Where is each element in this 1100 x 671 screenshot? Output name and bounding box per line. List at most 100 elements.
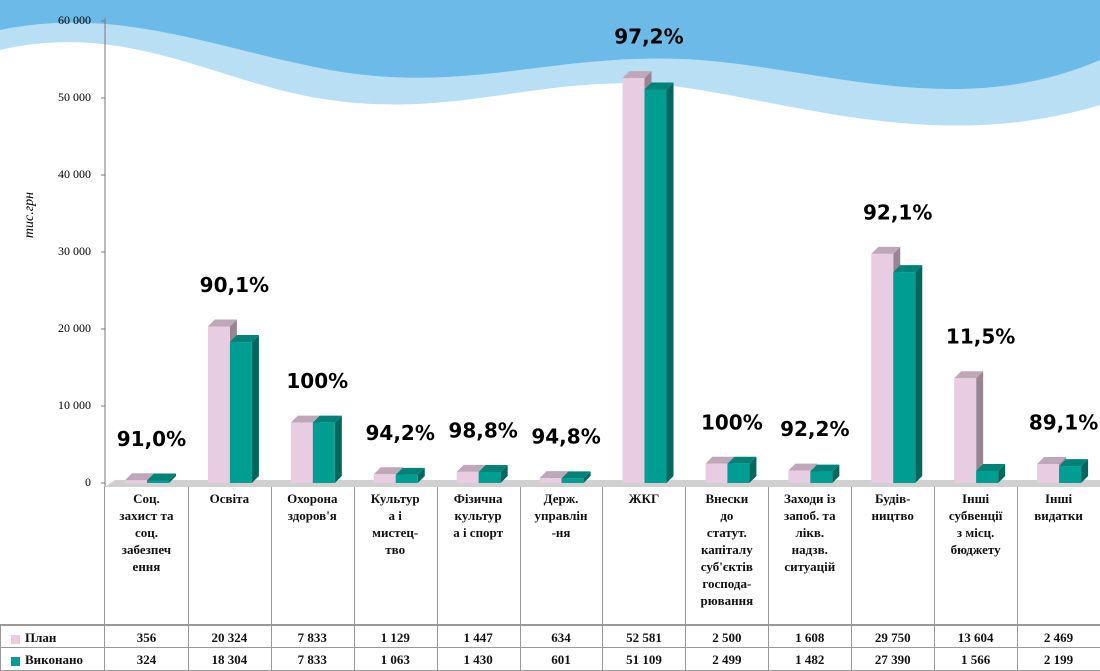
table-value: 20 324 — [187, 625, 272, 648]
bar — [147, 480, 169, 483]
category-label: Інші видатки — [1017, 487, 1100, 625]
bar-side — [583, 471, 591, 483]
legend-entry: Виконано — [0, 648, 105, 671]
category-label: Культур а і мистец- тво — [353, 487, 438, 625]
bar — [871, 253, 894, 483]
bar-side — [749, 456, 757, 483]
bar-top — [810, 464, 840, 472]
bar — [207, 326, 230, 483]
bar — [954, 378, 977, 483]
legend-entry: План — [0, 625, 105, 648]
table-value: 324 — [105, 648, 189, 671]
category-label: Держ. управлін -ня — [519, 487, 604, 625]
bar — [893, 272, 916, 483]
category-label: Інші субвенції з місц. бюджету — [934, 487, 1019, 625]
y-tick-label: 50 000 — [58, 90, 91, 104]
y-tick-label: 60 000 — [58, 13, 91, 27]
table-value: 2 199 — [1017, 648, 1100, 671]
bar — [373, 474, 396, 483]
y-tick-label: 30 000 — [58, 244, 91, 258]
bar-top — [893, 265, 923, 273]
annotation: 100% — [701, 410, 763, 434]
category-label: Будів- ництво — [851, 487, 936, 625]
bar — [478, 471, 501, 483]
y-tick-label: 0 — [85, 475, 91, 489]
table-value: 13 604 — [934, 625, 1019, 648]
table-value: 1 447 — [436, 625, 521, 648]
bar-top — [125, 473, 154, 481]
bar-side — [976, 371, 984, 483]
category-label: Соц. захист та соц. забезпеч ення — [105, 487, 189, 625]
bar — [705, 463, 728, 483]
bar — [456, 471, 479, 483]
bar-top — [871, 246, 901, 254]
bar-top — [1037, 456, 1067, 464]
bar — [312, 422, 335, 483]
bar — [976, 470, 999, 483]
bar-top — [1059, 459, 1089, 467]
bar-top — [705, 456, 735, 464]
bar-top — [147, 473, 176, 481]
table-value: 27 390 — [851, 648, 936, 671]
bar-side — [417, 467, 425, 483]
bar-top — [373, 467, 403, 475]
table-value: 2 469 — [1017, 625, 1100, 648]
category-label: ЖКГ — [602, 487, 687, 625]
floor — [105, 480, 1100, 487]
annotation: 89,1% — [1029, 410, 1098, 434]
bar-top — [456, 464, 486, 472]
annotation: 94,2% — [366, 421, 435, 445]
bar-top — [539, 471, 569, 479]
annotation: 11,5% — [946, 325, 1015, 349]
legend-key — [11, 634, 20, 644]
bar — [644, 89, 667, 484]
bar — [810, 471, 833, 483]
table-value: 1 482 — [768, 648, 853, 671]
bar — [788, 470, 811, 483]
bar-side — [1081, 459, 1089, 483]
table-value: 1 129 — [353, 625, 438, 648]
bar-side — [251, 335, 259, 483]
table-value: 1 566 — [934, 648, 1019, 671]
table-value: 356 — [105, 625, 189, 648]
bar — [539, 478, 562, 483]
table-value: 29 750 — [851, 625, 936, 648]
bar-side — [500, 464, 508, 483]
bar-top — [622, 71, 652, 79]
bar — [622, 78, 645, 484]
bar-side — [998, 463, 1006, 483]
bar-side — [666, 82, 674, 484]
bar — [229, 342, 252, 483]
table-value: 51 109 — [602, 648, 687, 671]
table-value: 1 063 — [353, 648, 438, 671]
table-value: 1 430 — [436, 648, 521, 671]
table-value: 52 581 — [602, 625, 687, 648]
bar-side — [334, 415, 342, 483]
table-value: 2 499 — [685, 648, 770, 671]
category-label: Внески до статут. капіталу суб'єктів гос… — [685, 487, 770, 625]
table-value: 634 — [519, 625, 604, 648]
legend-key — [11, 656, 20, 666]
bar-top — [207, 319, 237, 327]
y-tick-label: 40 000 — [58, 167, 91, 181]
table-value: 601 — [519, 648, 604, 671]
bar-side — [832, 464, 840, 483]
y-tick-label: 20 000 — [58, 321, 91, 335]
legend-label: Виконано — [25, 652, 83, 667]
category-label: Фізична культур а і спорт — [436, 487, 521, 625]
bar-top — [312, 415, 342, 423]
bar-side — [915, 265, 923, 483]
bar — [727, 463, 750, 483]
table-value: 7 833 — [270, 625, 355, 648]
annotation: 97,2% — [614, 25, 683, 49]
y-tick-label: 10 000 — [58, 398, 91, 412]
table-value: 1 608 — [768, 625, 853, 648]
bar — [290, 422, 313, 483]
category-label: Охорона здоров'я — [270, 487, 355, 625]
bar — [1037, 463, 1060, 483]
bar-top — [954, 371, 984, 379]
annotation: 90,1% — [200, 273, 269, 297]
annotation: 92,2% — [780, 417, 849, 441]
